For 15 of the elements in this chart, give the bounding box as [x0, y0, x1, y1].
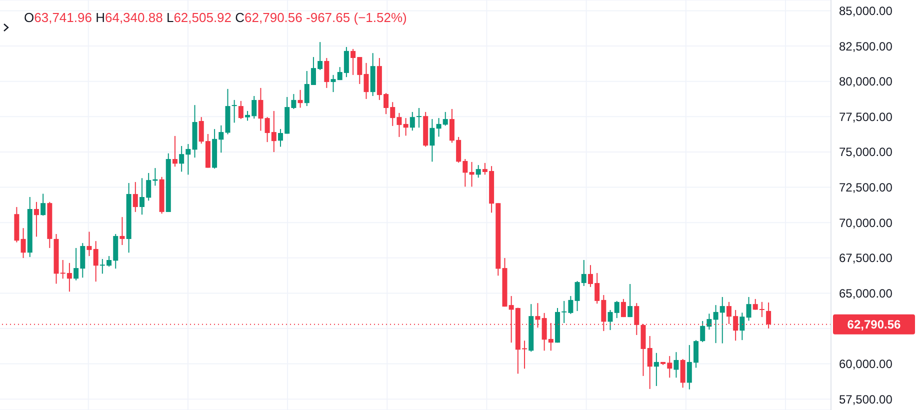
y-tick-label: 82,500.00 [839, 39, 893, 54]
y-tick-label: 65,000.00 [839, 286, 893, 300]
y-tick-label: 85,000.00 [839, 4, 893, 18]
y-tick-label: 72,500.00 [839, 180, 893, 195]
y-tick-label: 80,000.00 [839, 74, 893, 89]
y-tick-label: 70,000.00 [839, 216, 893, 230]
y-tick-label: 60,000.00 [839, 357, 893, 372]
y-tick-label: 77,500.00 [839, 110, 893, 124]
y-tick-label: 67,500.00 [839, 251, 893, 266]
ref-line-label: 62,790.56 [847, 317, 902, 332]
candlestick [416, 108, 422, 128]
y-tick-label: 75,000.00 [839, 145, 893, 160]
text: O63,741.96 H64,340.88 L62,505.92 C62,790.56 -967.65 (−1.52%) [24, 10, 407, 25]
candlestick [232, 100, 237, 123]
y-tick-label: 57,500.00 [839, 392, 893, 406]
